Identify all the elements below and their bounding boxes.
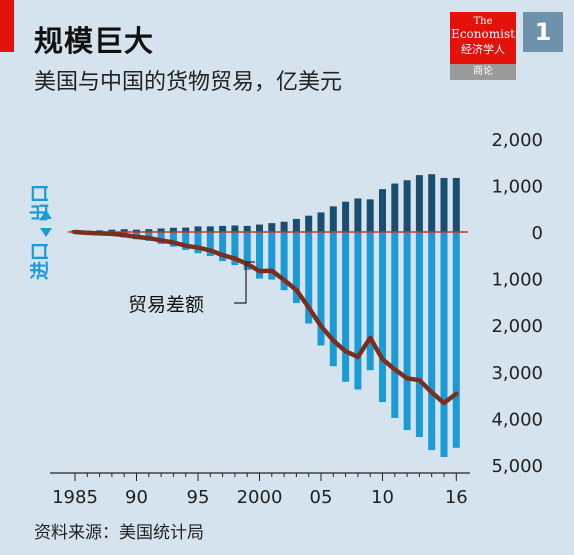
export-bar-2013 bbox=[415, 175, 423, 232]
balance-annotation-leader bbox=[234, 261, 255, 304]
y-tick-label-6: 4,000 bbox=[491, 409, 543, 430]
brand-accent-bar bbox=[0, 0, 14, 52]
economist-logo: The Economist 经济学人 商论 bbox=[450, 12, 516, 80]
balance-annotation-label: 贸易差额 bbox=[128, 294, 204, 316]
export-bar-2002 bbox=[280, 221, 288, 232]
import-bar-2014 bbox=[428, 232, 436, 451]
x-tick-label-2000: 2000 bbox=[237, 487, 283, 508]
export-bar-2011 bbox=[391, 183, 399, 232]
import-bar-2002 bbox=[280, 232, 288, 291]
x-tick-label-95: 95 bbox=[187, 487, 210, 508]
export-bar-2015 bbox=[440, 177, 448, 232]
export-bar-2010 bbox=[379, 189, 386, 232]
import-bar-1994 bbox=[182, 232, 190, 250]
import-bar-1993 bbox=[169, 232, 177, 247]
import-bar-1995 bbox=[194, 232, 202, 254]
x-tick-label-16: 16 bbox=[445, 487, 468, 508]
export-bar-1996 bbox=[206, 226, 214, 232]
import-bar-2012 bbox=[403, 232, 411, 431]
chart-number-badge: 1 bbox=[523, 12, 563, 52]
import-bar-2009 bbox=[366, 232, 374, 371]
logo-text-bottom: 商论 bbox=[450, 64, 516, 80]
export-bar-2012 bbox=[403, 180, 411, 232]
source-note: 资料来源：美国统计局 bbox=[34, 523, 204, 543]
import-bar-2016 bbox=[452, 232, 460, 448]
export-bar-1993 bbox=[169, 227, 177, 232]
y-tick-label-5: 3,000 bbox=[491, 363, 543, 384]
import-bar-1997 bbox=[219, 232, 227, 262]
export-bar-2000 bbox=[256, 224, 263, 232]
import-bar-2010 bbox=[379, 232, 386, 403]
export-bar-2008 bbox=[354, 198, 362, 232]
import-bar-2001 bbox=[268, 232, 276, 280]
export-bar-1988 bbox=[108, 229, 116, 232]
import-bar-2013 bbox=[415, 232, 423, 438]
import-bar-2000 bbox=[256, 232, 263, 279]
logo-text-the: The bbox=[473, 16, 493, 27]
import-bar-2004 bbox=[305, 232, 313, 324]
y-tick-label-0: 2,000 bbox=[491, 130, 543, 151]
import-bar-2007 bbox=[342, 232, 350, 382]
x-tick-label-05: 05 bbox=[310, 487, 333, 508]
export-bar-2009 bbox=[366, 199, 374, 232]
export-bar-1989 bbox=[120, 229, 128, 232]
y-tick-label-7: 5,000 bbox=[491, 456, 543, 477]
y-tick-label-3: 1,000 bbox=[491, 270, 543, 291]
y-tick-label-2: 0 bbox=[532, 223, 543, 244]
export-bar-1990 bbox=[133, 229, 140, 232]
trade-balance-line bbox=[72, 229, 459, 406]
import-bar-2003 bbox=[292, 232, 300, 304]
export-bar-1998 bbox=[231, 225, 239, 232]
export-bar-1994 bbox=[182, 227, 190, 232]
export-bar-2005 bbox=[317, 212, 325, 232]
export-bar-2016 bbox=[452, 177, 460, 232]
export-bar-1995 bbox=[194, 226, 202, 232]
import-bar-1999 bbox=[243, 232, 251, 270]
x-tick-label-10: 10 bbox=[371, 487, 394, 508]
import-bar-2015 bbox=[440, 232, 448, 458]
import-bar-2006 bbox=[329, 232, 337, 367]
import-bar-2011 bbox=[391, 232, 399, 418]
export-bar-2007 bbox=[342, 201, 350, 232]
export-bar-1992 bbox=[157, 228, 165, 232]
chart-title: 规模巨大 bbox=[34, 24, 155, 58]
import-bar-1996 bbox=[206, 232, 214, 256]
x-tick-label-90: 90 bbox=[125, 487, 148, 508]
x-tick-label-1985: 1985 bbox=[52, 487, 98, 508]
export-bar-1991 bbox=[145, 229, 153, 232]
imports-side-label: 进口 bbox=[29, 242, 51, 280]
export-bar-1997 bbox=[219, 225, 227, 232]
logo-red-block: The Economist 经济学人 bbox=[450, 12, 516, 64]
logo-text-economist: Economist bbox=[451, 27, 515, 41]
logo-text-chinese: 经济学人 bbox=[461, 43, 505, 56]
export-bar-2003 bbox=[292, 218, 300, 232]
export-bar-2004 bbox=[305, 215, 313, 232]
chart-subtitle: 美国与中国的货物贸易，亿美元 bbox=[34, 70, 343, 95]
import-bar-1992 bbox=[157, 232, 165, 244]
y-tick-label-1: 1,000 bbox=[491, 176, 543, 197]
import-bar-2008 bbox=[354, 232, 362, 390]
import-bar-2005 bbox=[317, 232, 325, 346]
side-arrow-icons bbox=[40, 210, 52, 237]
export-bar-1999 bbox=[243, 225, 251, 232]
export-bar-2006 bbox=[329, 206, 337, 232]
export-bar-2014 bbox=[428, 174, 436, 232]
import-bar-1998 bbox=[231, 232, 239, 266]
export-bar-2001 bbox=[268, 223, 276, 232]
y-tick-label-4: 2,000 bbox=[491, 316, 543, 337]
